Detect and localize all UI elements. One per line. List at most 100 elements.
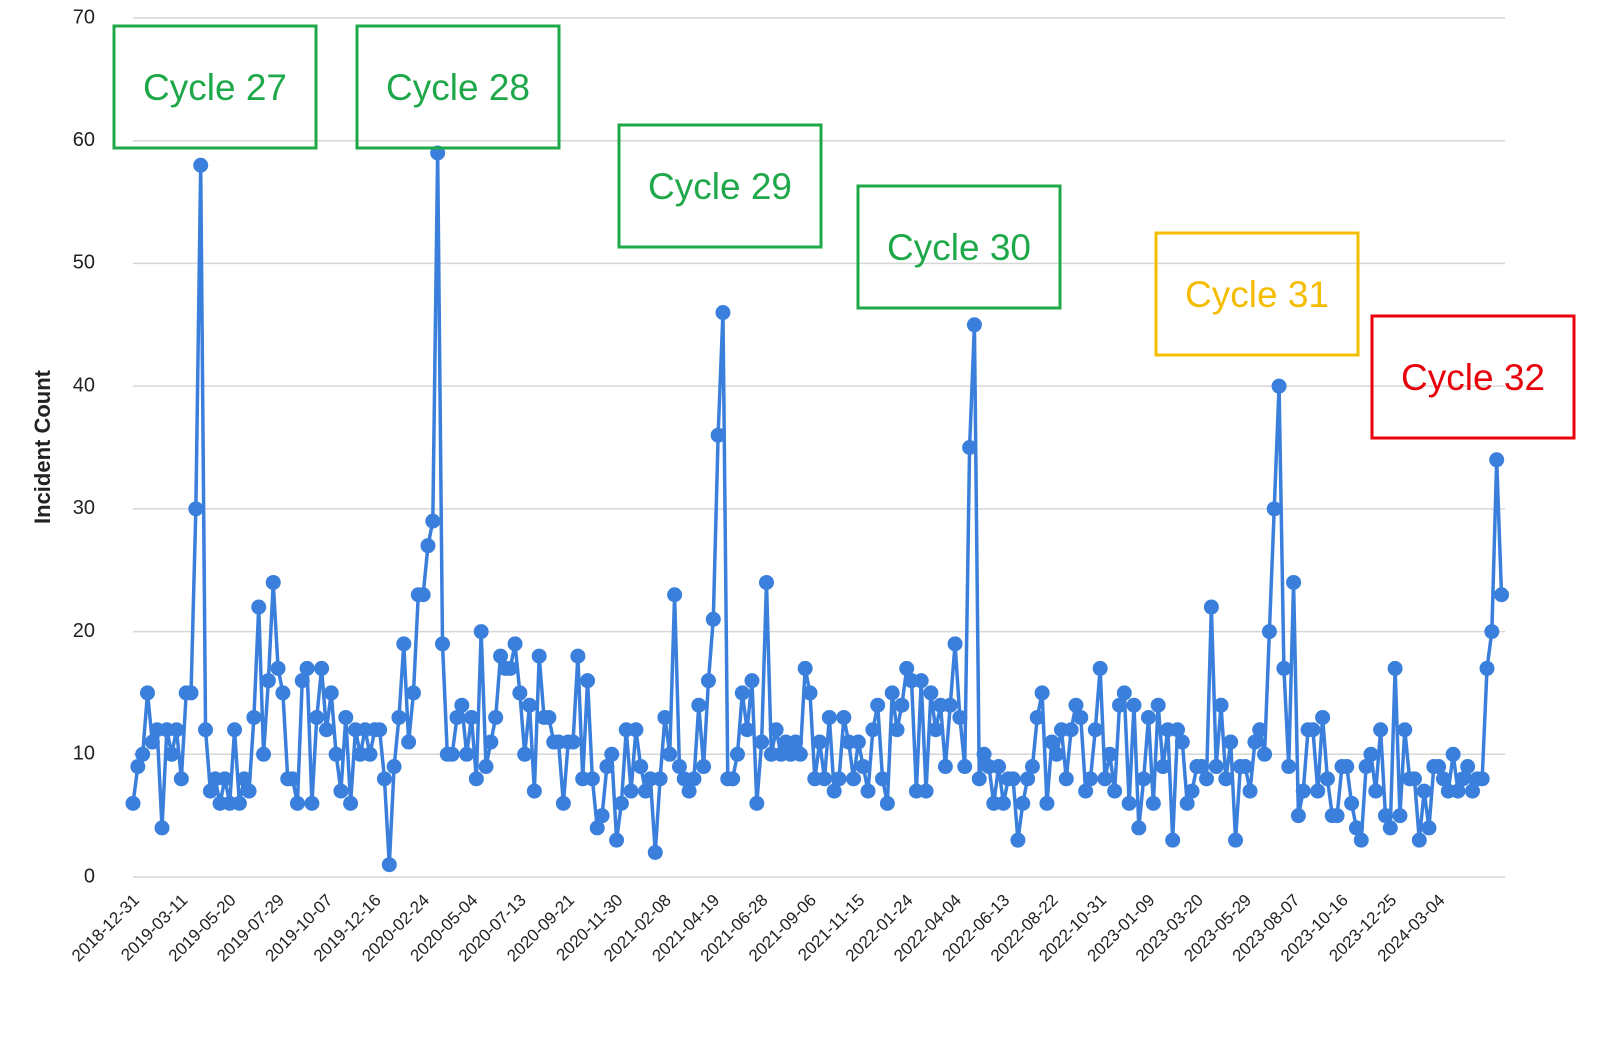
- marker: [251, 599, 267, 615]
- marker: [1242, 783, 1258, 799]
- marker: [1348, 820, 1364, 836]
- annotation-box: [1370, 314, 1576, 440]
- marker: [1373, 722, 1389, 738]
- marker: [1431, 759, 1447, 775]
- marker: [1194, 759, 1210, 775]
- marker: [1121, 795, 1137, 811]
- marker: [256, 746, 272, 762]
- marker: [966, 317, 982, 333]
- marker: [522, 697, 538, 713]
- marker: [285, 771, 301, 787]
- marker: [193, 157, 209, 173]
- annotation-box: [355, 24, 561, 150]
- marker: [937, 759, 953, 775]
- marker: [1479, 660, 1495, 676]
- annotation-box: [617, 123, 823, 249]
- marker: [391, 709, 407, 725]
- marker: [1286, 574, 1302, 590]
- marker: [1228, 832, 1244, 848]
- marker: [865, 722, 881, 738]
- marker: [1450, 783, 1466, 799]
- marker: [1063, 722, 1079, 738]
- marker: [976, 746, 992, 762]
- marker: [662, 746, 678, 762]
- marker: [381, 857, 397, 873]
- annotation-box: [856, 184, 1062, 310]
- marker: [1087, 722, 1103, 738]
- marker: [1247, 734, 1263, 750]
- marker: [995, 795, 1011, 811]
- marker: [333, 783, 349, 799]
- marker: [1387, 660, 1403, 676]
- marker: [512, 685, 528, 701]
- marker: [744, 673, 760, 689]
- marker: [734, 685, 750, 701]
- marker: [415, 587, 431, 603]
- marker: [236, 771, 252, 787]
- marker: [1024, 759, 1040, 775]
- marker: [502, 660, 518, 676]
- marker: [1213, 697, 1229, 713]
- marker: [434, 636, 450, 652]
- marker: [1184, 783, 1200, 799]
- marker: [1406, 771, 1422, 787]
- marker: [947, 636, 963, 652]
- marker: [1315, 709, 1331, 725]
- marker: [241, 783, 257, 799]
- marker: [681, 783, 697, 799]
- marker: [1411, 832, 1427, 848]
- marker: [1058, 771, 1074, 787]
- marker: [831, 771, 847, 787]
- marker: [1010, 832, 1026, 848]
- marker: [1489, 452, 1505, 468]
- marker: [1445, 746, 1461, 762]
- marker: [836, 709, 852, 725]
- marker: [957, 759, 973, 775]
- marker: [1141, 709, 1156, 725]
- marker: [942, 697, 958, 713]
- annotation-box: [1154, 231, 1360, 357]
- marker: [169, 722, 185, 738]
- marker: [338, 709, 354, 725]
- marker: [725, 771, 741, 787]
- marker: [260, 673, 276, 689]
- marker: [1097, 771, 1113, 787]
- marker: [1136, 771, 1152, 787]
- marker: [1015, 795, 1031, 811]
- marker: [323, 685, 339, 701]
- marker: [1281, 759, 1297, 775]
- marker: [444, 746, 460, 762]
- marker: [1131, 820, 1147, 836]
- annotation-text: Cycle 29: [648, 166, 792, 207]
- marker: [1039, 795, 1055, 811]
- marker: [952, 709, 968, 725]
- marker: [154, 820, 170, 836]
- marker: [1073, 709, 1089, 725]
- marker: [817, 771, 833, 787]
- marker: [1494, 587, 1510, 603]
- marker: [173, 771, 189, 787]
- marker: [507, 636, 523, 652]
- marker: [1353, 832, 1369, 848]
- marker: [372, 722, 388, 738]
- marker: [613, 795, 629, 811]
- marker: [1145, 795, 1161, 811]
- marker: [715, 305, 731, 321]
- marker: [270, 660, 286, 676]
- annotation-text: Cycle 32: [1401, 357, 1545, 398]
- marker: [328, 746, 344, 762]
- marker: [188, 501, 204, 517]
- y-tick-label: 30: [73, 497, 95, 519]
- marker: [1034, 685, 1050, 701]
- marker: [802, 685, 818, 701]
- marker: [565, 734, 581, 750]
- marker: [705, 611, 721, 627]
- marker: [792, 746, 808, 762]
- marker: [913, 673, 929, 689]
- marker: [362, 746, 378, 762]
- marker: [488, 709, 504, 725]
- marker: [1329, 808, 1345, 824]
- marker: [879, 795, 895, 811]
- marker: [754, 734, 770, 750]
- marker: [1464, 783, 1480, 799]
